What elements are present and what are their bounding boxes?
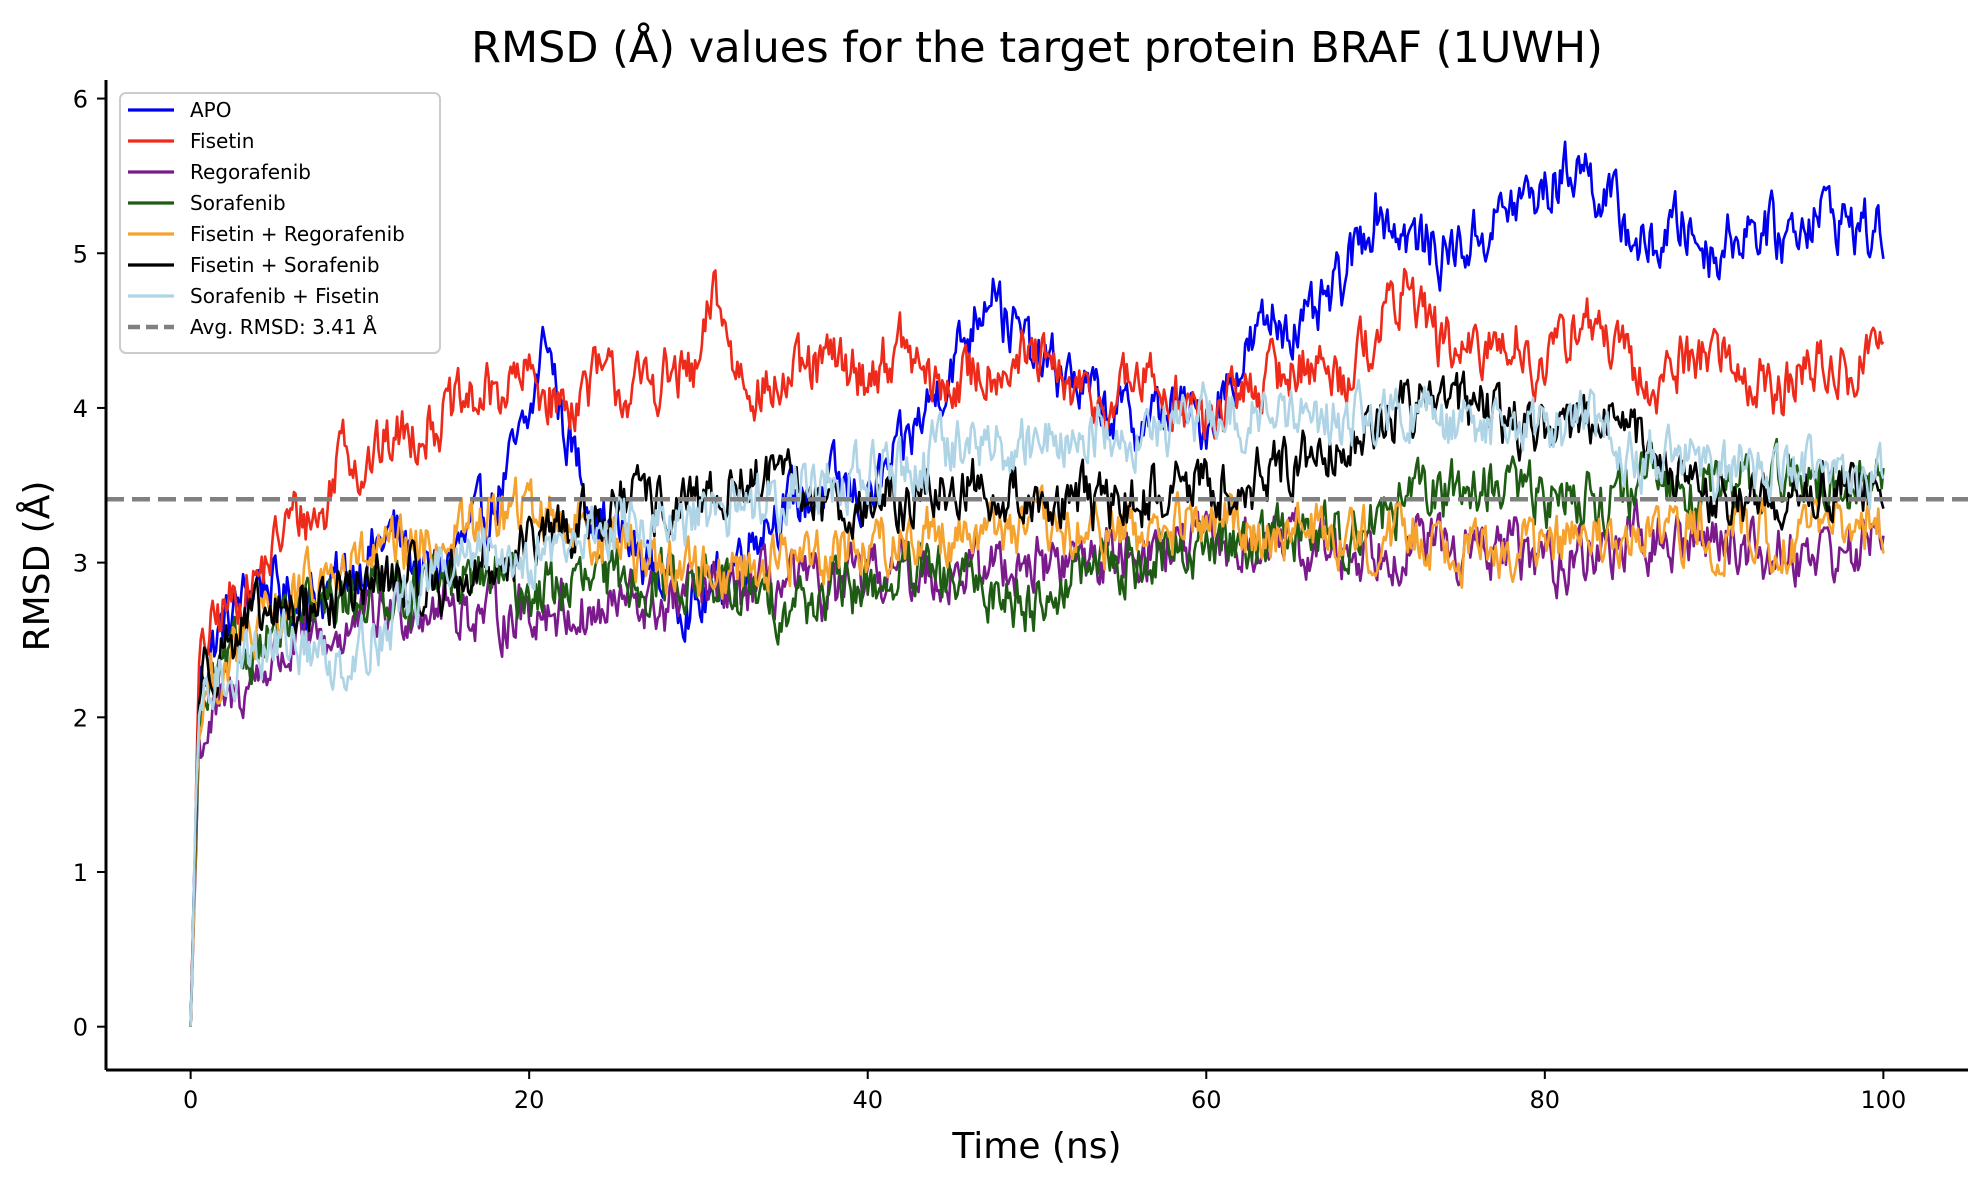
y-tick-label: 4 — [73, 395, 88, 423]
axes: 0 20 40 60 80 100 0 1 2 3 4 5 6 — [73, 80, 1968, 1114]
legend-label: Fisetin + Sorafenib — [190, 253, 380, 277]
legend: APO Fisetin Regorafenib Sorafenib Fisetin + … — [119, 92, 441, 354]
legend-label: Avg. RMSD: 3.41 Å — [190, 315, 377, 339]
x-ticks: 0 20 40 60 80 100 — [183, 1070, 1906, 1114]
x-tick-label: 80 — [1530, 1086, 1561, 1114]
y-tick-label: 6 — [73, 86, 88, 114]
x-tick-label: 60 — [1191, 1086, 1222, 1114]
legend-items: APO Fisetin Regorafenib Sorafenib Fisetin + … — [128, 98, 405, 339]
y-tick-label: 1 — [73, 859, 88, 887]
legend-label: Sorafenib + Fisetin — [190, 284, 380, 308]
y-tick-label: 0 — [73, 1014, 88, 1042]
x-tick-label: 40 — [852, 1086, 883, 1114]
series-line-sorafenib-fisetin — [189, 378, 1885, 1027]
legend-box — [119, 92, 441, 354]
y-tick-label: 3 — [73, 550, 88, 578]
y-ticks: 0 1 2 3 4 5 6 — [73, 86, 106, 1042]
legend-label: Fisetin + Regorafenib — [190, 222, 405, 246]
chart-title: RMSD (Å) values for the target protein B… — [471, 22, 1603, 73]
plot-area — [106, 140, 1968, 1027]
x-axis-title: Time (ns) — [951, 1126, 1121, 1167]
x-tick-label: 0 — [183, 1086, 198, 1114]
legend-label: Fisetin — [190, 129, 254, 153]
x-tick-label: 20 — [514, 1086, 545, 1114]
y-tick-label: 5 — [73, 240, 88, 268]
y-axis-title: RMSD (Å) — [15, 481, 58, 652]
x-tick-label: 100 — [1860, 1086, 1906, 1114]
y-tick-label: 2 — [73, 704, 88, 732]
series-line-fisetin — [189, 267, 1885, 1027]
legend-label: Regorafenib — [190, 160, 311, 184]
legend-label: Sorafenib — [190, 191, 286, 215]
series-line-fisetin-sorafenib — [189, 370, 1885, 1027]
legend-label: APO — [190, 98, 231, 122]
series-layer — [189, 140, 1885, 1027]
